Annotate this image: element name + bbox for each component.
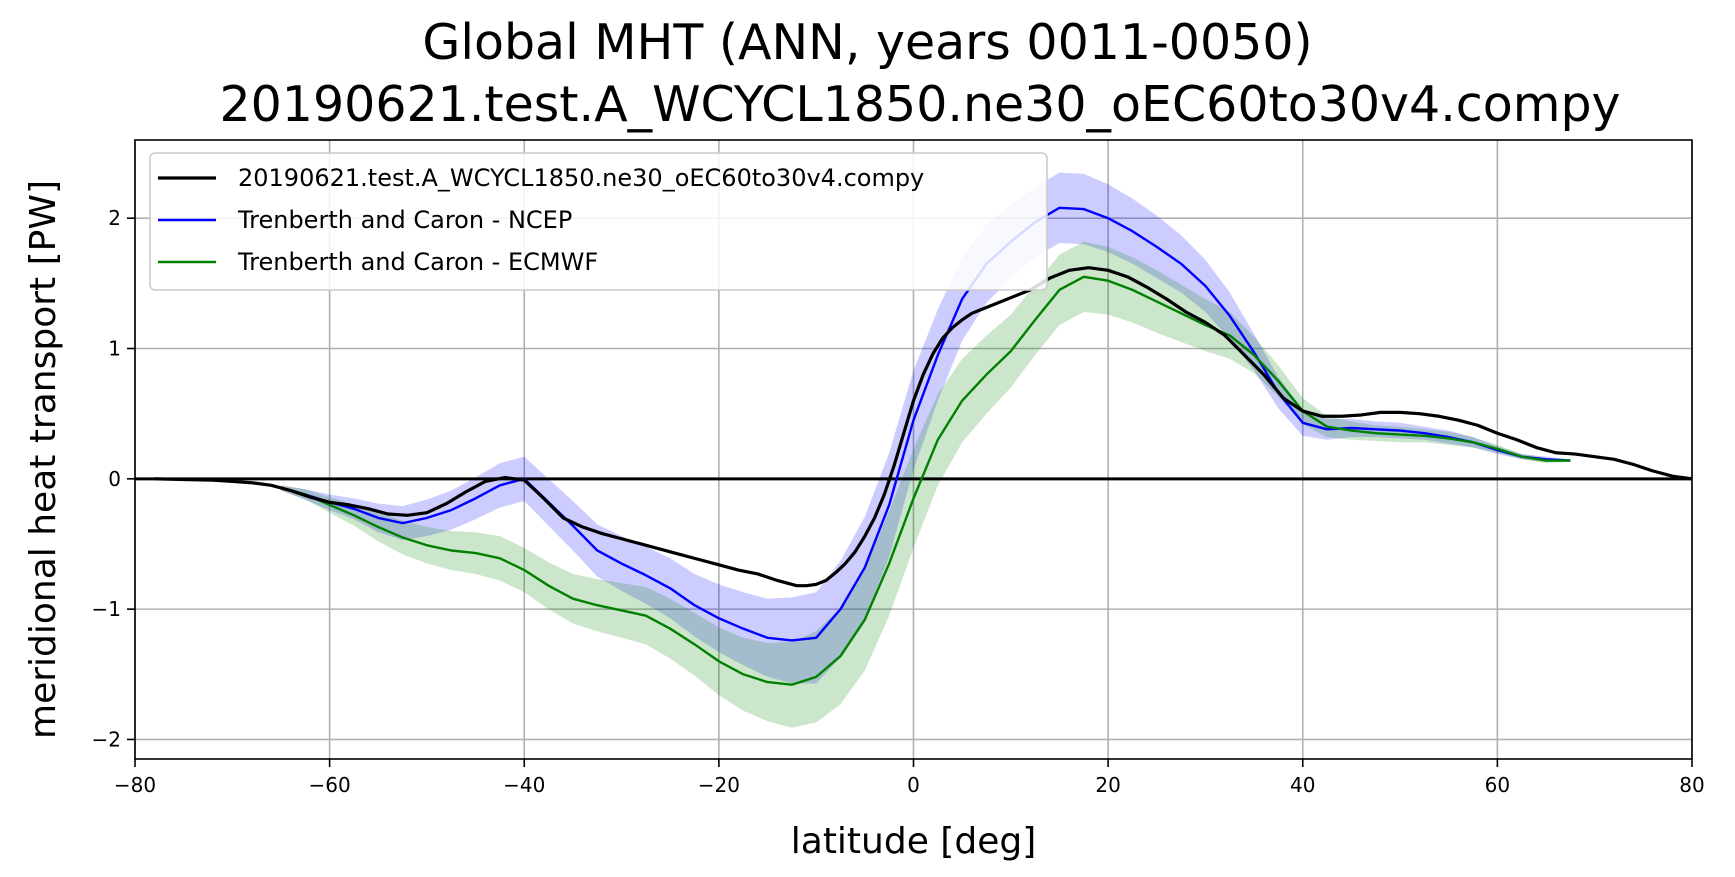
y-axis-label: meridional heat transport [PW]: [23, 180, 64, 739]
x-axis-label: latitude [deg]: [791, 821, 1037, 862]
y-tick-label: −2: [92, 727, 121, 751]
x-tick-label: 20: [1095, 773, 1120, 797]
legend-label-0: 20190621.test.A_WCYCL1850.ne30_oEC60to30…: [238, 164, 924, 192]
legend-box: [149, 152, 1048, 291]
x-tick-label: −20: [698, 773, 740, 797]
y-tick-label: −1: [92, 597, 121, 621]
legend: 20190621.test.A_WCYCL1850.ne30_oEC60to30…: [149, 152, 1048, 291]
series-lines: [135, 206, 1693, 686]
x-tick-label: 60: [1485, 773, 1510, 797]
legend-label-1: Trenberth and Caron - NCEP: [237, 206, 572, 234]
chart-subtitle: 20190621.test.A_WCYCL1850.ne30_oEC60to30…: [219, 76, 1621, 133]
series-line-0: [154, 266, 1693, 588]
y-tick-label: 0: [108, 467, 121, 491]
x-tick-label: 0: [907, 773, 920, 797]
x-tick-label: −60: [309, 773, 351, 797]
series-line-2: [280, 275, 1571, 686]
chart-title: Global MHT (ANN, years 0011-0050): [422, 14, 1313, 71]
y-tick-label: 1: [108, 337, 121, 361]
series-band-1: [280, 172, 1571, 684]
x-tick-label: 40: [1290, 773, 1315, 797]
legend-label-2: Trenberth and Caron - ECMWF: [237, 248, 598, 276]
y-tick-label: 2: [108, 206, 121, 230]
axes: −80 −60 −40 −20 0 20 40 60 80 −2 −1 0 1 2 latitude [de…: [23, 139, 1705, 862]
x-tick-label: −40: [503, 773, 545, 797]
x-tick-label: 80: [1679, 773, 1704, 797]
series-line-1: [280, 206, 1571, 642]
x-tick-label: −80: [114, 773, 156, 797]
